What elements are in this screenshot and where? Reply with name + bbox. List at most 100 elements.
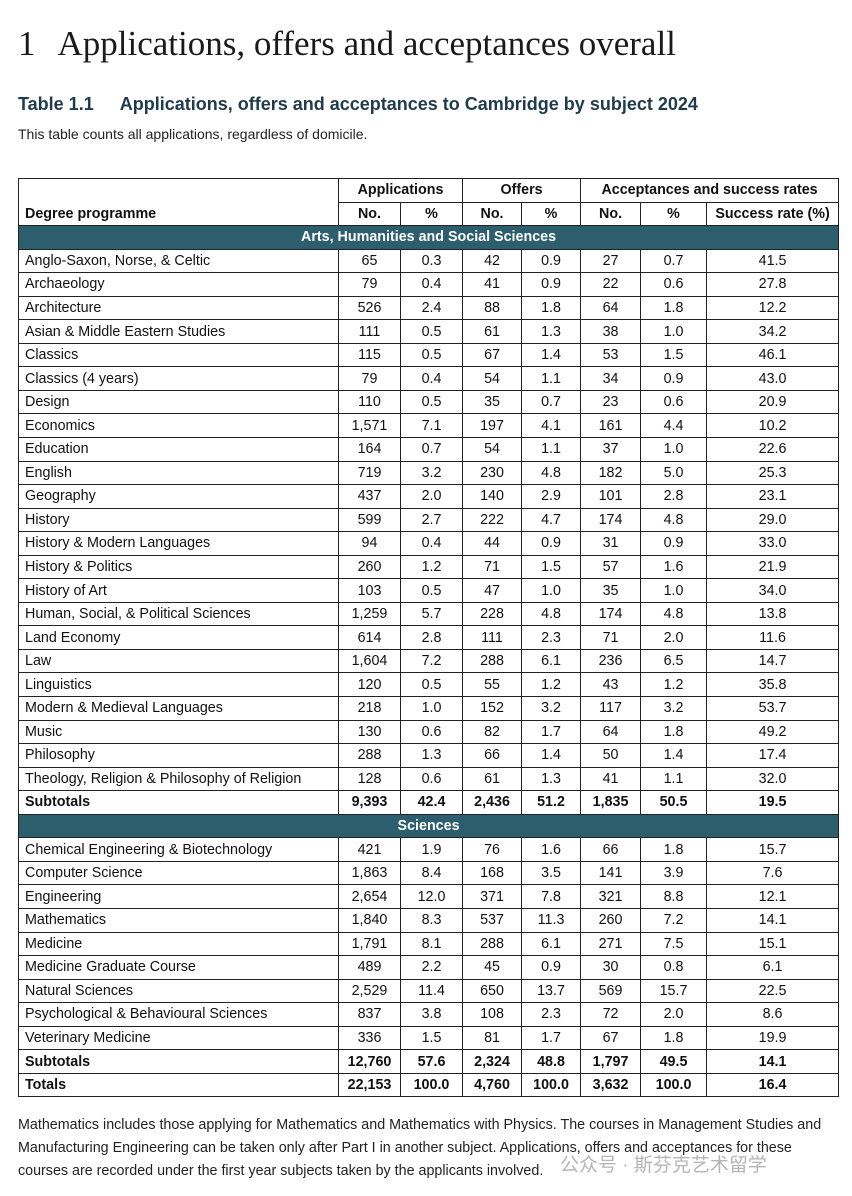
cell: 0.9: [521, 955, 582, 980]
section-band: Arts, Humanities and Social Sciences: [17, 225, 840, 250]
data-row: Law 1,604 7.2 288 6.1 236 6.5 14.7: [18, 648, 840, 674]
row-label: Economics: [18, 413, 339, 439]
cell: 51.2: [521, 790, 582, 815]
cell: 35.8: [706, 672, 840, 698]
cell: 53: [580, 342, 642, 368]
row-label: Modern & Medieval Languages: [18, 696, 339, 721]
cell: 27.8: [706, 272, 840, 297]
cell: 2,324: [462, 1049, 523, 1074]
cell: 0.3: [399, 248, 464, 274]
data-row: Philosophy 288 1.3 66 1.4 50 1.4 17.4: [18, 743, 840, 768]
cell: 110: [338, 389, 401, 415]
cell: 10.2: [706, 413, 840, 439]
cell: 22: [580, 272, 642, 297]
cell: 49.2: [706, 719, 840, 745]
row-label: History: [18, 507, 339, 533]
cell: 33.0: [706, 531, 840, 556]
cell: 1.0: [640, 319, 708, 344]
cell: 1.8: [521, 295, 582, 321]
cell: 25.3: [706, 460, 840, 486]
subheader: %: [521, 201, 582, 227]
cell: 1.0: [640, 437, 708, 462]
cell: 3.9: [640, 860, 708, 886]
cell: 1,863: [338, 860, 401, 886]
cell: 79: [338, 272, 401, 297]
cell: 103: [338, 578, 401, 603]
cell: 0.6: [640, 272, 708, 297]
data-row: Architecture 526 2.4 88 1.8 64 1.8 12.2: [18, 295, 840, 321]
row-label: Linguistics: [18, 672, 339, 698]
cell: 21.9: [706, 554, 840, 580]
cell: 1.1: [640, 766, 708, 792]
cell: 1,259: [338, 601, 401, 627]
row-label: Engineering: [18, 884, 339, 909]
row-label: Medicine: [18, 931, 339, 957]
data-row: Modern & Medieval Languages 218 1.0 152 3.2 1…: [18, 696, 840, 721]
subheader: No.: [462, 201, 523, 227]
cell: 100.0: [521, 1072, 582, 1098]
cell: 128: [338, 766, 401, 792]
cell: 3.2: [521, 696, 582, 721]
group-header: Applications: [337, 178, 464, 203]
cell: 42: [462, 248, 523, 274]
cell: 236: [580, 648, 642, 674]
row-label: Law: [18, 648, 339, 674]
cell: 1.1: [521, 366, 582, 391]
cell: 8.3: [399, 907, 464, 933]
data-row: Computer Science 1,863 8.4 168 3.5 141 3.9 7.6: [18, 860, 840, 886]
cell: 45: [462, 955, 523, 980]
cell: 288: [462, 648, 523, 674]
cell: 4.8: [521, 460, 582, 486]
cell: 17.4: [706, 743, 840, 768]
cell: 48.8: [521, 1049, 582, 1074]
cell: 0.9: [521, 272, 582, 297]
cell: 182: [580, 460, 642, 486]
data-row: Education 164 0.7 54 1.1 37 1.0 22.6: [18, 437, 840, 462]
cell: 41: [580, 766, 642, 792]
cell: 1.8: [640, 719, 708, 745]
cell: 65: [338, 248, 401, 274]
data-row: Chemical Engineering & Biotechnology 421 1…: [18, 837, 840, 862]
cell: 614: [338, 625, 401, 650]
cell: 3,632: [580, 1072, 642, 1098]
cell: 1.0: [399, 696, 464, 721]
cell: 569: [580, 978, 642, 1004]
cell: 57: [580, 554, 642, 580]
cell: 16.4: [706, 1072, 840, 1098]
cell: 0.9: [640, 366, 708, 391]
cell: 2,436: [462, 790, 523, 815]
watermark: 公众号 · 斯芬克艺术留学: [560, 1155, 767, 1176]
cell: 1,571: [338, 413, 401, 439]
cell: 599: [338, 507, 401, 533]
cell: 100.0: [399, 1072, 464, 1098]
row-label: Geography: [18, 484, 339, 509]
row-label: Architecture: [18, 295, 339, 321]
footnote: Mathematics includes those applying for …: [18, 1117, 822, 1179]
cell: 94: [338, 531, 401, 556]
cell: 19.9: [706, 1025, 840, 1051]
cell: 2.0: [399, 484, 464, 509]
cell: 23: [580, 389, 642, 415]
cell: 164: [338, 437, 401, 462]
cell: 12.2: [706, 295, 840, 321]
cell: 537: [462, 907, 523, 933]
cell: 47: [462, 578, 523, 603]
cell: 46.1: [706, 342, 840, 368]
cell: 1.4: [521, 342, 582, 368]
subheader: %: [640, 201, 708, 227]
cell: 0.7: [640, 248, 708, 274]
cell: 7.2: [399, 648, 464, 674]
cell: 22,153: [338, 1072, 401, 1098]
cell: 260: [580, 907, 642, 933]
data-row: Engineering 2,654 12.0 371 7.8 321 8.8 12.1: [18, 884, 840, 909]
data-row: Geography 437 2.0 140 2.9 101 2.8 23.1: [18, 484, 840, 509]
cell: 11.3: [521, 907, 582, 933]
cell: 12,760: [338, 1049, 401, 1074]
cell: 0.8: [640, 955, 708, 980]
cell: 4.4: [640, 413, 708, 439]
cell: 1.5: [640, 342, 708, 368]
cell: 66: [462, 743, 523, 768]
cell: 0.5: [399, 578, 464, 603]
cell: 1.7: [521, 719, 582, 745]
